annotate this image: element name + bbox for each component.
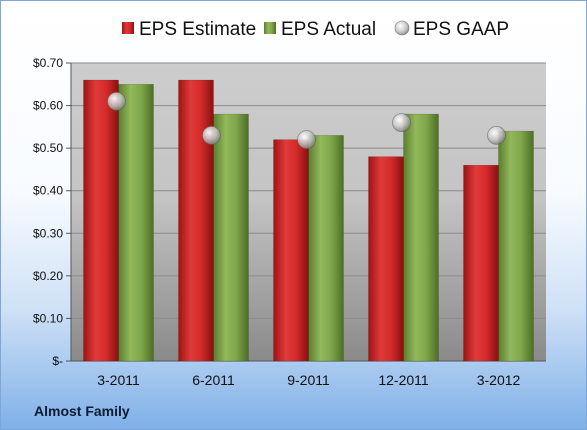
x-tick-label: 6-2011 bbox=[192, 372, 235, 388]
x-tick-label: 12-2011 bbox=[378, 372, 429, 388]
eps-estimate-bar bbox=[368, 156, 404, 362]
eps-gaap-marker bbox=[487, 125, 506, 145]
x-tick-label: 3-2012 bbox=[477, 372, 521, 388]
eps-gaap-marker bbox=[107, 91, 126, 111]
x-tick-label: 9-2011 bbox=[287, 372, 330, 388]
eps-estimate-bar bbox=[273, 139, 309, 362]
y-tick-label: $0.20 bbox=[33, 269, 63, 283]
eps-actual-bar bbox=[308, 135, 344, 362]
y-tick-label: $0.30 bbox=[33, 226, 63, 240]
eps-actual-bar bbox=[213, 113, 249, 362]
legend-label: EPS Actual bbox=[281, 19, 376, 40]
legend-swatch bbox=[122, 22, 134, 34]
legend-label: EPS Estimate bbox=[139, 19, 256, 40]
eps-estimate-bar bbox=[463, 164, 499, 362]
y-tick-label: $0.40 bbox=[33, 184, 63, 198]
y-tick-label: $- bbox=[52, 354, 63, 368]
y-tick-label: $0.70 bbox=[33, 56, 63, 70]
eps-gaap-marker bbox=[202, 125, 221, 145]
eps-actual-bar bbox=[403, 113, 439, 362]
y-tick-label: $0.50 bbox=[33, 141, 63, 155]
eps-gaap-marker bbox=[297, 130, 316, 150]
legend-swatch bbox=[394, 20, 410, 36]
eps-actual-bar bbox=[118, 84, 154, 362]
eps-actual-bar bbox=[498, 130, 534, 362]
y-tick-label: $0.10 bbox=[33, 311, 63, 325]
y-tick-label: $0.60 bbox=[33, 99, 63, 113]
legend: EPS Estimate EPS Actual EPS GAAP bbox=[122, 19, 509, 40]
x-tick-label: 3-2011 bbox=[97, 372, 140, 388]
plot-area: $- $0.10 $0.20 $0.30 $0.40 $0.50 $0.60 $0.70 3-2… bbox=[33, 56, 546, 388]
eps-estimate-bar bbox=[83, 79, 119, 362]
legend-label: EPS GAAP bbox=[413, 19, 509, 40]
eps-gaap-marker bbox=[392, 113, 411, 132]
company-name: Almost Family bbox=[34, 403, 130, 419]
eps-estimate-bar bbox=[178, 79, 214, 362]
legend-swatch bbox=[264, 22, 276, 34]
